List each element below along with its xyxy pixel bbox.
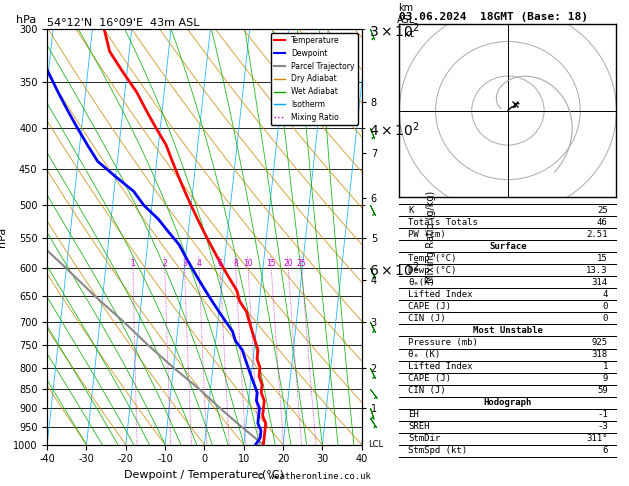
Text: 15: 15 (597, 254, 608, 263)
Text: hPa: hPa (16, 15, 36, 25)
Text: 318: 318 (592, 350, 608, 359)
Text: Temp (°C): Temp (°C) (408, 254, 457, 263)
Text: © weatheronline.co.uk: © weatheronline.co.uk (258, 472, 371, 481)
Text: Lifted Index: Lifted Index (408, 290, 472, 299)
Text: K: K (408, 206, 413, 215)
Text: CIN (J): CIN (J) (408, 386, 446, 395)
Text: StmSpd (kt): StmSpd (kt) (408, 446, 467, 455)
Y-axis label: hPa: hPa (0, 227, 8, 247)
Text: 314: 314 (592, 278, 608, 287)
Text: 8: 8 (233, 260, 238, 268)
Text: 13.3: 13.3 (586, 266, 608, 275)
Text: 46: 46 (597, 218, 608, 226)
Text: 20: 20 (284, 260, 293, 268)
Text: 25: 25 (597, 206, 608, 215)
Text: 2.51: 2.51 (586, 230, 608, 239)
Text: 311°: 311° (586, 434, 608, 443)
Text: Most Unstable: Most Unstable (473, 326, 543, 335)
Text: SREH: SREH (408, 422, 430, 431)
Text: 0: 0 (603, 302, 608, 311)
Text: 6: 6 (218, 260, 223, 268)
Text: 10: 10 (243, 260, 253, 268)
Text: 4: 4 (603, 290, 608, 299)
Text: 2: 2 (162, 260, 167, 268)
Text: -1: -1 (597, 410, 608, 419)
Text: StmDir: StmDir (408, 434, 440, 443)
Text: 3: 3 (182, 260, 187, 268)
Text: Surface: Surface (489, 242, 526, 251)
Y-axis label: Mixing Ratio (g/kg): Mixing Ratio (g/kg) (426, 191, 436, 283)
Text: 25: 25 (297, 260, 306, 268)
Text: 59: 59 (597, 386, 608, 395)
Text: Totals Totals: Totals Totals (408, 218, 478, 226)
Text: 03.06.2024  18GMT (Base: 18): 03.06.2024 18GMT (Base: 18) (399, 12, 588, 22)
Text: LCL: LCL (368, 440, 383, 449)
Text: Lifted Index: Lifted Index (408, 362, 472, 371)
Text: CAPE (J): CAPE (J) (408, 374, 451, 383)
Text: Dewp (°C): Dewp (°C) (408, 266, 457, 275)
Text: CAPE (J): CAPE (J) (408, 302, 451, 311)
Text: kt: kt (404, 30, 416, 39)
Text: Pressure (mb): Pressure (mb) (408, 338, 478, 347)
Text: 9: 9 (603, 374, 608, 383)
Text: 0: 0 (603, 314, 608, 323)
Text: -3: -3 (597, 422, 608, 431)
Text: 54°12'N  16°09'E  43m ASL: 54°12'N 16°09'E 43m ASL (47, 18, 199, 28)
Text: θₑ (K): θₑ (K) (408, 350, 440, 359)
Text: 15: 15 (267, 260, 276, 268)
Text: 925: 925 (592, 338, 608, 347)
Text: CIN (J): CIN (J) (408, 314, 446, 323)
Text: 6: 6 (603, 446, 608, 455)
Legend: Temperature, Dewpoint, Parcel Trajectory, Dry Adiabat, Wet Adiabat, Isotherm, Mi: Temperature, Dewpoint, Parcel Trajectory… (270, 33, 358, 125)
Text: θₑ(K): θₑ(K) (408, 278, 435, 287)
Text: EH: EH (408, 410, 419, 419)
Text: 1: 1 (603, 362, 608, 371)
Text: 1: 1 (131, 260, 135, 268)
Text: Hodograph: Hodograph (484, 398, 532, 407)
Text: km
ASL: km ASL (396, 3, 415, 25)
Text: 4: 4 (196, 260, 201, 268)
Text: PW (cm): PW (cm) (408, 230, 446, 239)
X-axis label: Dewpoint / Temperature (°C): Dewpoint / Temperature (°C) (125, 470, 284, 480)
